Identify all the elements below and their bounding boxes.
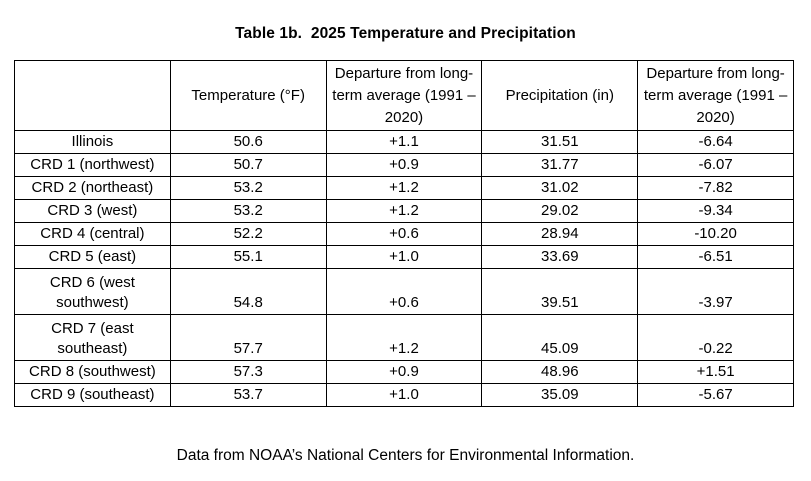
region-label: CRD 2 (northeast) xyxy=(14,176,171,200)
region-label: CRD 6 (west southwest) xyxy=(14,268,171,315)
table-header: Temperature (°F) Departure from long-ter… xyxy=(14,60,794,131)
temp-departure-value: +0.9 xyxy=(325,153,483,177)
precip-departure-value: -6.64 xyxy=(637,130,794,154)
precip-departure-value: -7.82 xyxy=(637,176,794,200)
temperature-value: 50.7 xyxy=(169,153,327,177)
temperature-value: 52.2 xyxy=(169,222,327,246)
precipitation-value: 48.96 xyxy=(481,360,639,384)
precipitation-value: 31.77 xyxy=(481,153,639,177)
region-label: CRD 7 (east southeast) xyxy=(14,314,171,361)
region-label: CRD 8 (southwest) xyxy=(14,360,171,384)
precip-departure-value: -5.67 xyxy=(637,383,794,407)
temperature-value: 53.7 xyxy=(169,383,327,407)
region-label: CRD 9 (southeast) xyxy=(14,383,171,407)
temp-departure-value: +0.6 xyxy=(325,268,483,315)
temperature-value: 57.7 xyxy=(169,314,327,361)
table-row-illinois: Illinois 50.6 +1.1 31.51 -6.64 xyxy=(14,130,794,154)
temperature-precipitation-table: Temperature (°F) Departure from long-ter… xyxy=(14,60,794,407)
header-cell-precip-departure: Departure from long-term average (1991 –… xyxy=(637,60,794,131)
temperature-value: 53.2 xyxy=(169,199,327,223)
precip-departure-value: +1.51 xyxy=(637,360,794,384)
precipitation-value: 29.02 xyxy=(481,199,639,223)
temp-departure-value: +0.6 xyxy=(325,222,483,246)
table-row-crd1: CRD 1 (northwest) 50.7 +0.9 31.77 -6.07 xyxy=(14,153,794,177)
temperature-value: 53.2 xyxy=(169,176,327,200)
temp-departure-value: +1.0 xyxy=(325,245,483,269)
header-cell-precipitation: Precipitation (in) xyxy=(481,60,639,131)
precip-departure-value: -0.22 xyxy=(637,314,794,361)
table-row-crd7: CRD 7 (east southeast) 57.7 +1.2 45.09 -… xyxy=(14,314,794,361)
temperature-value: 50.6 xyxy=(169,130,327,154)
header-row: Temperature (°F) Departure from long-ter… xyxy=(14,60,794,131)
table-row-crd9: CRD 9 (southeast) 53.7 +1.0 35.09 -5.67 xyxy=(14,383,794,407)
region-label: CRD 3 (west) xyxy=(14,199,171,223)
temp-departure-value: +1.2 xyxy=(325,314,483,361)
temperature-value: 57.3 xyxy=(169,360,327,384)
precipitation-value: 39.51 xyxy=(481,268,639,315)
data-source-note: Data from NOAA’s National Centers for En… xyxy=(176,447,635,464)
temp-departure-value: +1.2 xyxy=(325,176,483,200)
precip-departure-value: -3.97 xyxy=(637,268,794,315)
precip-departure-value: -6.07 xyxy=(637,153,794,177)
precip-departure-value: -6.51 xyxy=(637,245,794,269)
table-title: Table 1b. 2025 Temperature and Precipita… xyxy=(235,25,576,42)
precip-departure-value: -9.34 xyxy=(637,199,794,223)
table-body: Illinois 50.6 +1.1 31.51 -6.64 CRD 1 (no… xyxy=(14,130,794,407)
precip-departure-value: -10.20 xyxy=(637,222,794,246)
table-row-crd6: CRD 6 (west southwest) 54.8 +0.6 39.51 -… xyxy=(14,268,794,315)
precipitation-value: 31.51 xyxy=(481,130,639,154)
temp-departure-value: +1.2 xyxy=(325,199,483,223)
table-row-crd8: CRD 8 (southwest) 57.3 +0.9 48.96 +1.51 xyxy=(14,360,794,384)
precipitation-value: 28.94 xyxy=(481,222,639,246)
region-label: CRD 5 (east) xyxy=(14,245,171,269)
precipitation-value: 31.02 xyxy=(481,176,639,200)
header-cell-temp-departure: Departure from long-term average (1991 –… xyxy=(325,60,483,131)
precipitation-value: 35.09 xyxy=(481,383,639,407)
precipitation-value: 33.69 xyxy=(481,245,639,269)
table-row-crd5: CRD 5 (east) 55.1 +1.0 33.69 -6.51 xyxy=(14,245,794,269)
temperature-value: 54.8 xyxy=(169,268,327,315)
temp-departure-value: +1.0 xyxy=(325,383,483,407)
region-label: Illinois xyxy=(14,130,171,154)
table-row-crd4: CRD 4 (central) 52.2 +0.6 28.94 -10.20 xyxy=(14,222,794,246)
header-cell-region xyxy=(14,60,171,131)
temp-departure-value: +1.1 xyxy=(325,130,483,154)
region-label: CRD 4 (central) xyxy=(14,222,171,246)
precipitation-value: 45.09 xyxy=(481,314,639,361)
table-row-crd2: CRD 2 (northeast) 53.2 +1.2 31.02 -7.82 xyxy=(14,176,794,200)
temperature-value: 55.1 xyxy=(169,245,327,269)
temp-departure-value: +0.9 xyxy=(325,360,483,384)
region-label: CRD 1 (northwest) xyxy=(14,153,171,177)
header-cell-temperature: Temperature (°F) xyxy=(169,60,327,131)
table-row-crd3: CRD 3 (west) 53.2 +1.2 29.02 -9.34 xyxy=(14,199,794,223)
